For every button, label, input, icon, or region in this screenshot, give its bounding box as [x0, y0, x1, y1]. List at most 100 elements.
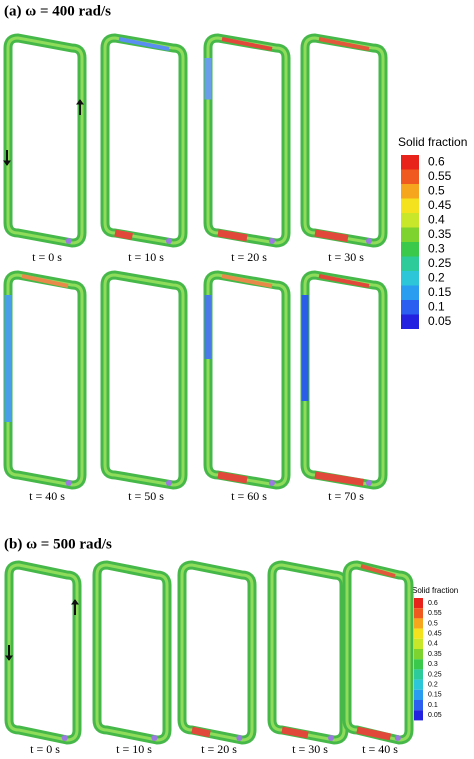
- colorbar-swatch: [414, 689, 423, 700]
- colorbar-swatch: [401, 213, 419, 228]
- frame-outer: [300, 33, 388, 248]
- frame-port: [328, 735, 335, 741]
- colorbar-label: 0.15: [428, 285, 452, 299]
- frame-port: [165, 238, 172, 244]
- frame-port: [394, 735, 401, 741]
- time-label: t = 20 s: [201, 742, 237, 756]
- colorbar-swatch: [401, 227, 419, 242]
- frame-outer: [203, 33, 291, 248]
- colorbar-swatch: [401, 169, 419, 184]
- colorbar-swatch: [414, 608, 423, 619]
- colorbar-swatch: [414, 669, 423, 680]
- colorbar-label: 0.45: [428, 631, 442, 638]
- frame-port: [236, 735, 243, 741]
- colorbar-label: 0.5: [428, 620, 438, 627]
- frame-outer: [267, 560, 349, 745]
- colorbar-swatch: [414, 659, 423, 670]
- colorbar-label: 0.35: [428, 227, 452, 241]
- frame-inner: [95, 563, 169, 742]
- frame-inner: [6, 273, 84, 487]
- colorbar-swatch: [401, 271, 419, 286]
- frame-port: [268, 238, 275, 244]
- time-label: t = 20 s: [231, 250, 267, 264]
- colorbar-label: 0.45: [428, 198, 452, 212]
- frame-outer: [342, 560, 414, 745]
- frame-outer: [3, 270, 87, 490]
- time-label: t = 70 s: [328, 489, 364, 503]
- frame-accent: [191, 726, 211, 738]
- time-label: t = 30 s: [292, 742, 328, 756]
- panel-title: (b) ω = 500 rad/s: [4, 536, 112, 552]
- frame-port: [365, 480, 372, 486]
- frame-inner: [206, 36, 288, 245]
- colorbar-label: 0.3: [428, 241, 445, 255]
- frame-outer: [300, 270, 388, 490]
- frame-inner: [103, 36, 185, 245]
- frame-inner: [103, 273, 185, 487]
- frame-outer: [177, 560, 257, 745]
- frame-port: [268, 480, 275, 486]
- colorbar-label: 0.05: [428, 712, 442, 719]
- flow-arrow-head: [3, 160, 11, 166]
- colorbar-label: 0.2: [428, 270, 445, 284]
- colorbar-label: 0.2: [428, 682, 438, 689]
- colorbar-swatch: [401, 314, 419, 329]
- time-label: t = 40 s: [29, 489, 65, 503]
- colorbar-swatch: [401, 242, 419, 257]
- panel-title: (a) ω = 400 rad/s: [4, 3, 111, 19]
- frame-accent: [318, 37, 370, 51]
- time-label: t = 30 s: [328, 250, 364, 264]
- frame-accent: [217, 471, 248, 484]
- colorbar-swatch: [414, 628, 423, 639]
- frame-inner: [180, 563, 254, 742]
- frame-port: [365, 238, 372, 244]
- frame-port: [165, 480, 172, 486]
- frame-accent: [360, 564, 396, 578]
- frame-outer: [100, 270, 188, 490]
- frame-inner: [7, 563, 79, 742]
- frame-port: [151, 735, 158, 741]
- frame-outer: [4, 560, 82, 745]
- frame-accent: [221, 274, 273, 288]
- colorbar-label: 0.55: [428, 610, 442, 617]
- colorbar-label: 0.5: [428, 183, 445, 197]
- colorbar-swatch: [414, 598, 423, 609]
- frame-outer: [203, 270, 291, 490]
- frame-inner: [206, 273, 288, 487]
- time-label: t = 50 s: [128, 489, 164, 503]
- frame-inner: [6, 36, 84, 245]
- frame-inner: [270, 563, 346, 742]
- colorbar-label: 0.1: [428, 299, 445, 313]
- frame-accent: [356, 726, 392, 741]
- frame-accent: [314, 471, 365, 486]
- colorbar-label: 0.25: [428, 256, 452, 270]
- frame-inner: [303, 36, 385, 245]
- colorbar-label: 0.4: [428, 212, 445, 226]
- colorbar-swatch: [401, 285, 419, 300]
- time-label: t = 60 s: [231, 489, 267, 503]
- frame-accent: [118, 37, 170, 51]
- frame-inner: [345, 563, 411, 742]
- frame-accent: [314, 229, 349, 242]
- colorbar-swatch: [414, 649, 423, 660]
- colorbar-swatch: [414, 700, 423, 711]
- colorbar-swatch: [414, 638, 423, 649]
- time-label: t = 40 s: [362, 742, 398, 756]
- time-label: t = 10 s: [116, 742, 152, 756]
- colorbar-label: 0.15: [428, 692, 442, 699]
- colorbar-swatch: [401, 184, 419, 199]
- frame-accent: [281, 726, 309, 739]
- colorbar-title: Solid fraction: [412, 586, 458, 595]
- colorbar-swatch: [414, 618, 423, 629]
- frame-accent: [318, 274, 370, 288]
- frame-port: [65, 238, 72, 244]
- colorbar-label: 0.55: [428, 169, 452, 183]
- flow-arrow-head: [5, 655, 13, 661]
- frame-accent: [21, 274, 69, 288]
- colorbar-label: 0.4: [428, 641, 438, 648]
- colorbar-swatch: [414, 710, 423, 721]
- colorbar-label: 0.1: [428, 702, 438, 709]
- colorbar-swatch: [401, 256, 419, 271]
- colorbar-label: 0.6: [428, 154, 445, 168]
